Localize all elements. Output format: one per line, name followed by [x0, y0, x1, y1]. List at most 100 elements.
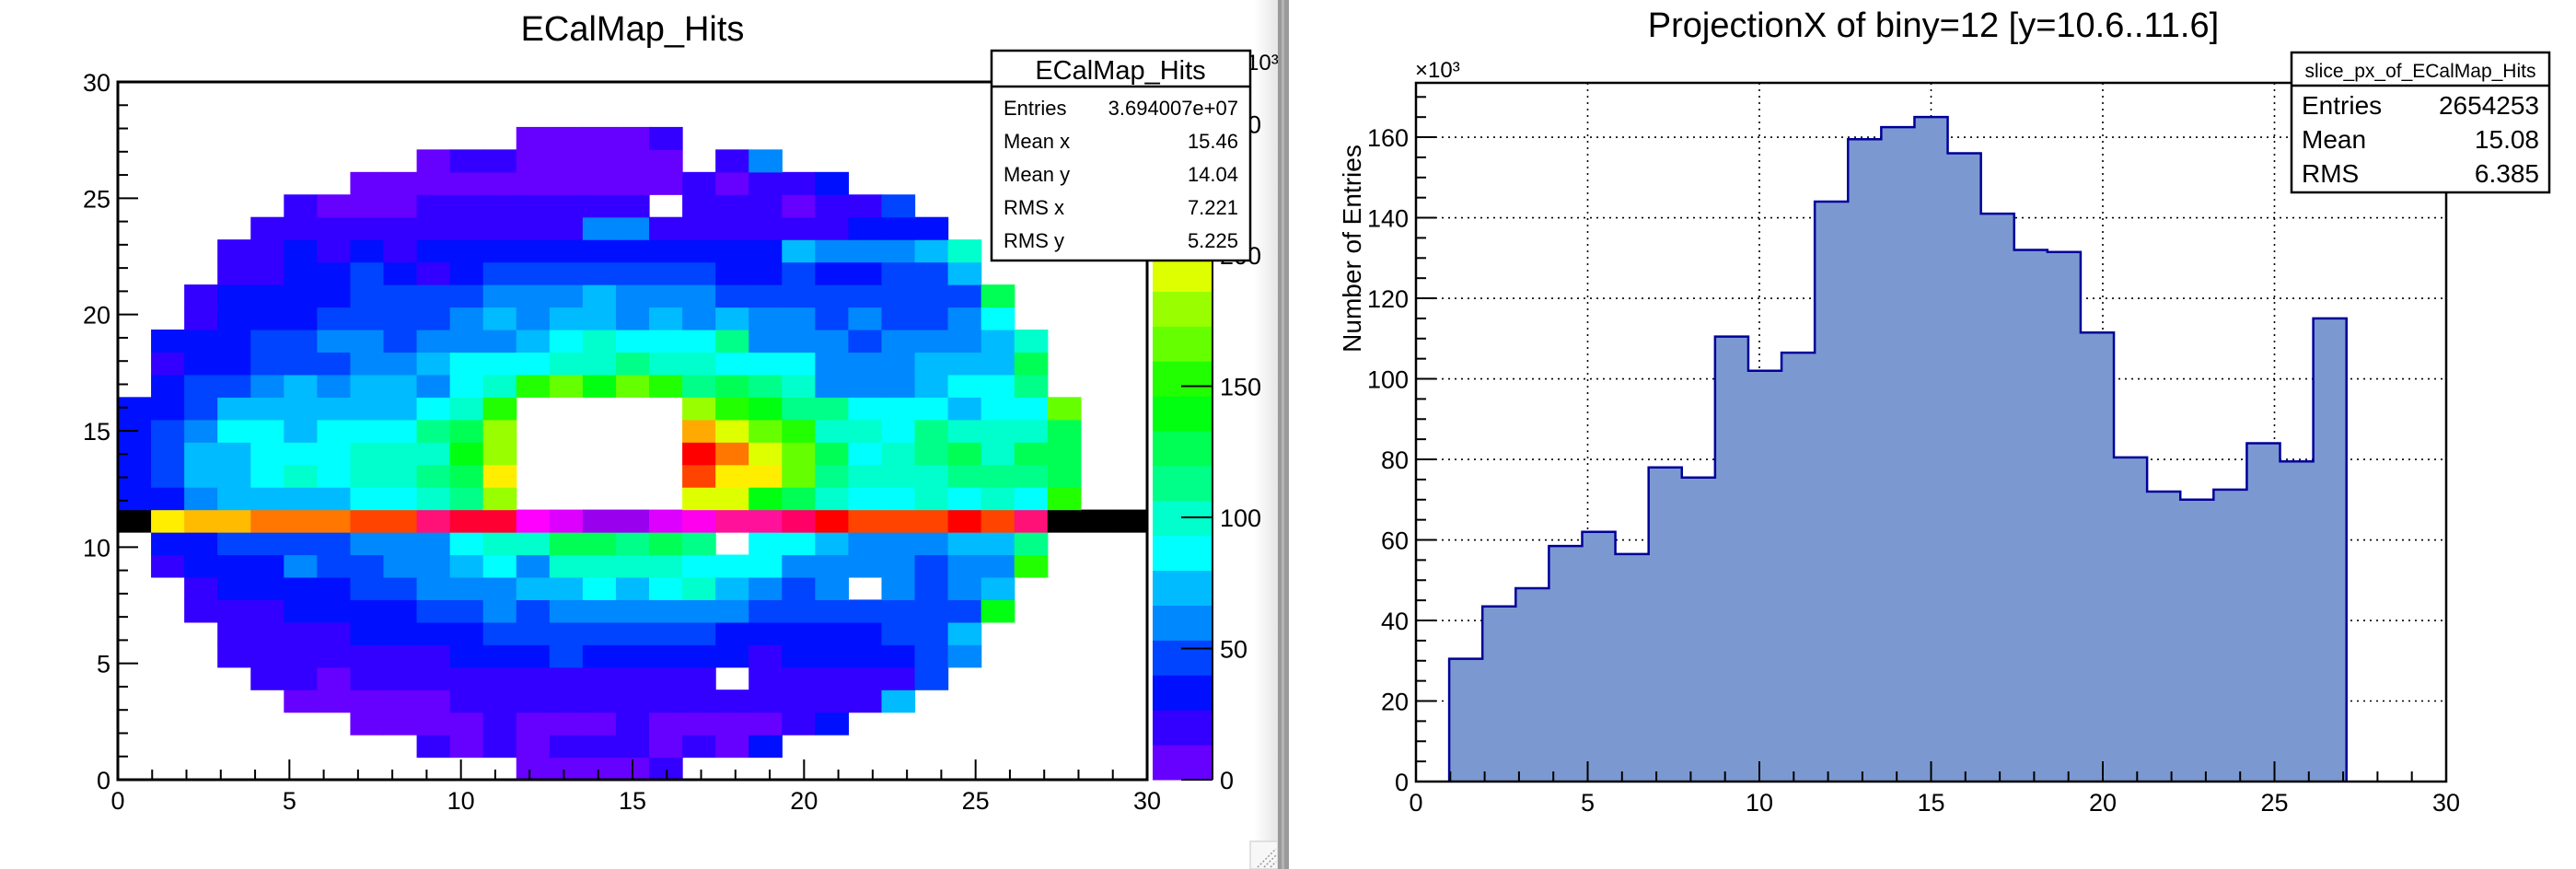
heatmap-cell [250, 576, 284, 600]
left-pad-heatmap[interactable]: ECalMap_Hits 0 5 10 15 20 25 30 0 5 10 15 20 25 30 0 5… [0, 0, 1279, 869]
heatmap-cell [250, 599, 284, 623]
heatmap-cell [383, 419, 418, 443]
heatmap-cell [815, 329, 850, 353]
heatmap-cell [284, 374, 318, 398]
heatmap-cell [649, 307, 683, 330]
heatmap-cell [449, 329, 484, 353]
heatmap-cell [284, 419, 318, 443]
histogram-outline [1447, 115, 2348, 782]
heatmap-cell [383, 576, 418, 600]
heatmap-cell [317, 666, 352, 690]
heatmap-cell [615, 576, 650, 600]
heatmap-cell [615, 352, 650, 376]
stats-label: RMS x [1004, 196, 1064, 219]
heatmap-cell [914, 352, 949, 376]
heatmap-cell [549, 216, 584, 240]
heatmap-cell [184, 509, 218, 533]
heatmap-cell [981, 442, 1015, 466]
heatmap-cell [317, 397, 352, 421]
heatmap-cell [815, 419, 850, 443]
heatmap-stats-box[interactable]: ECalMap_Hits Entries 3.694007e+07 Mean x 15… [990, 49, 1252, 262]
heatmap-cell [715, 261, 749, 285]
heatmap-cell [848, 261, 883, 285]
heatmap-cell [284, 487, 318, 511]
heatmap-cell [1014, 532, 1049, 556]
heatmap-cell [782, 329, 816, 353]
histogram-axes: 0 5 10 15 20 25 30 0 20 40 60 80 100 120 140 160 [1367, 96, 2460, 817]
heatmap-cell [914, 442, 949, 466]
heatmap-cell [881, 397, 916, 421]
heatmap-cell [782, 284, 816, 308]
heatmap-cell [516, 735, 551, 759]
heatmap-cell [682, 329, 716, 353]
heatmap-cell [914, 554, 949, 578]
heatmap-cell [947, 599, 982, 623]
resize-grip[interactable] [1249, 840, 1279, 869]
heatmap-cell [682, 689, 716, 713]
heatmap-cell [416, 644, 451, 668]
heatmap-cell [184, 554, 218, 578]
heatmap-cell [615, 554, 650, 578]
heatmap-cell [449, 532, 484, 556]
heatmap-cell [151, 374, 185, 398]
heatmap-cell [350, 239, 385, 263]
heatmap-cell [482, 261, 517, 285]
heatmap-cell [549, 149, 584, 173]
heatmap-cell [715, 171, 749, 195]
heatmap-cell [482, 621, 517, 645]
heatmap-cell [317, 509, 352, 533]
heatmap-cell [482, 397, 517, 421]
heatmap-cell [1047, 509, 1082, 533]
heatmap-cell [848, 442, 883, 466]
x-tick-label: 15 [619, 787, 646, 815]
heatmap-cell [549, 261, 584, 285]
heatmap-cell [815, 712, 850, 736]
heatmap-cell [250, 284, 284, 308]
heatmap-cell [350, 576, 385, 600]
heatmap-cell [383, 712, 418, 736]
heatmap-cell [615, 374, 650, 398]
heatmap-cell [947, 554, 982, 578]
heatmap-cell [549, 689, 584, 713]
heatmap-cell [416, 397, 451, 421]
heatmap-cell [848, 216, 883, 240]
heatmap-cell [947, 442, 982, 466]
histogram-stats-box[interactable]: slice_px_of_ECalMap_Hits Entries 2654253 M… [2290, 51, 2551, 194]
heatmap-cell [350, 442, 385, 466]
x-tick-label: 5 [1581, 789, 1595, 817]
heatmap-cell [682, 352, 716, 376]
heatmap-cell [217, 352, 251, 376]
heatmap-cell [682, 397, 716, 421]
y-tick-label: 0 [97, 767, 110, 794]
heatmap-cell [350, 532, 385, 556]
heatmap-cell [482, 216, 517, 240]
histogram-bar [1914, 117, 1949, 782]
heatmap-cell [184, 352, 218, 376]
histogram-bar [1615, 553, 1650, 782]
right-pad-histogram[interactable]: ProjectionX of biny=12 [y=10.6..11.6] 0 5… [1289, 0, 2576, 869]
stats-value: 5.225 [1188, 229, 1238, 252]
heatmap-cell [715, 149, 749, 173]
heatmap-cell [383, 689, 418, 713]
heatmap-cell [549, 666, 584, 690]
heatmap-cell [815, 261, 850, 285]
histogram-bar [1947, 153, 1982, 782]
heatmap-cell [1113, 509, 1148, 533]
heatmap-cell [284, 464, 318, 488]
heatmap-cell [416, 442, 451, 466]
heatmap-cell [615, 644, 650, 668]
heatmap-cell [549, 352, 584, 376]
stats-value: 2654253 [2439, 91, 2539, 120]
stats-label: Entries [1004, 97, 1066, 120]
heatmap-cell [317, 644, 352, 668]
heatmap-cell [317, 374, 352, 398]
heatmap-title: ECalMap_Hits [521, 10, 745, 49]
heatmap-cell [284, 239, 318, 263]
heatmap-cell [383, 554, 418, 578]
heatmap-cell [549, 239, 584, 263]
heatmap-cell [416, 352, 451, 376]
heatmap-cell [649, 171, 683, 195]
stats-label: Mean x [1004, 130, 1070, 153]
heatmap-cell [151, 509, 185, 533]
y-tick-label: 80 [1381, 446, 1409, 474]
